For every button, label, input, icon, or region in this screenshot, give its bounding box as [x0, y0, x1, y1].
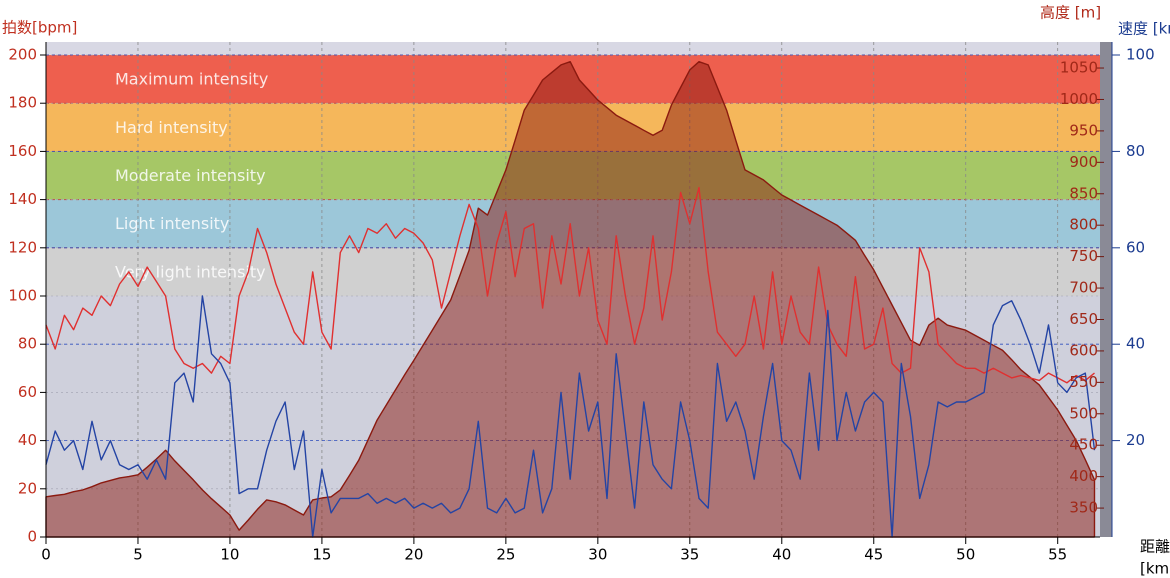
y2-axis-title: 高度 [m]	[1040, 4, 1101, 22]
x-tick-label: 40	[772, 546, 791, 564]
y2-tick-label: 550	[1069, 373, 1098, 391]
y2-tick-label: 500	[1069, 404, 1098, 422]
y-tick-label: 100	[8, 287, 37, 305]
y-tick-label: 0	[27, 528, 37, 546]
x-axis-title: 距離	[1140, 538, 1170, 556]
y2-tick-label: 1050	[1060, 59, 1098, 77]
x-tick-label: 5	[133, 546, 143, 564]
y2-tick-label: 800	[1069, 216, 1098, 234]
x-tick-label: 25	[496, 546, 515, 564]
x-tick-label: 50	[956, 546, 975, 564]
x-tick-label: 10	[220, 546, 239, 564]
x-tick-label: 45	[864, 546, 883, 564]
y-tick-label: 20	[18, 479, 37, 497]
x-tick-label: 30	[588, 546, 607, 564]
x-tick-label: 0	[41, 546, 51, 564]
plot-top-background	[46, 42, 1100, 56]
x-tick-label: 15	[312, 546, 331, 564]
series-line	[45, 295, 1096, 538]
y-tick-label: 180	[8, 94, 37, 112]
zone-label: Hard intensity	[115, 118, 228, 137]
y3-tick-label: 60	[1126, 238, 1145, 256]
y-tick-label: 140	[8, 190, 37, 208]
y2-tick-label: 950	[1069, 121, 1098, 139]
zone-label: Light intensity	[115, 214, 229, 233]
y2-tick-label: 750	[1069, 247, 1098, 265]
y2-tick-label: 700	[1069, 279, 1098, 297]
x-tick-label: 35	[680, 546, 699, 564]
x-axis-title-unit: [km]	[1140, 560, 1170, 578]
y-tick-label: 60	[18, 383, 37, 401]
y2-tick-label: 850	[1069, 184, 1098, 202]
y2-tick-label: 350	[1069, 499, 1098, 517]
y2-tick-label: 400	[1069, 467, 1098, 485]
y3-tick-label: 40	[1126, 335, 1145, 353]
y3-axis-title: 速度 [km/h]	[1118, 20, 1170, 38]
x-tick-label: 55	[1048, 546, 1067, 564]
y-tick-label: 80	[18, 335, 37, 353]
y3-tick-label: 20	[1126, 431, 1145, 449]
y2-tick-label: 1000	[1060, 90, 1098, 108]
y2-tick-label: 450	[1069, 436, 1098, 454]
series-line	[45, 186, 1095, 384]
y2-tick-label: 650	[1069, 310, 1098, 328]
y-axis-title: 拍数[bpm]	[2, 19, 77, 37]
right-strip	[1100, 42, 1112, 537]
y-tick-label: 200	[8, 46, 37, 64]
y2-tick-label: 900	[1069, 153, 1098, 171]
y2-tick-label: 600	[1069, 341, 1098, 359]
zone-label: Moderate intensity	[115, 166, 266, 185]
y-tick-label: 120	[8, 238, 37, 256]
y-tick-label: 160	[8, 142, 37, 160]
y3-tick-label: 80	[1126, 142, 1145, 160]
y3-tick-label: 100	[1126, 46, 1155, 64]
elevation-area	[45, 61, 1096, 538]
x-tick-label: 20	[404, 546, 423, 564]
y-tick-label: 40	[18, 431, 37, 449]
